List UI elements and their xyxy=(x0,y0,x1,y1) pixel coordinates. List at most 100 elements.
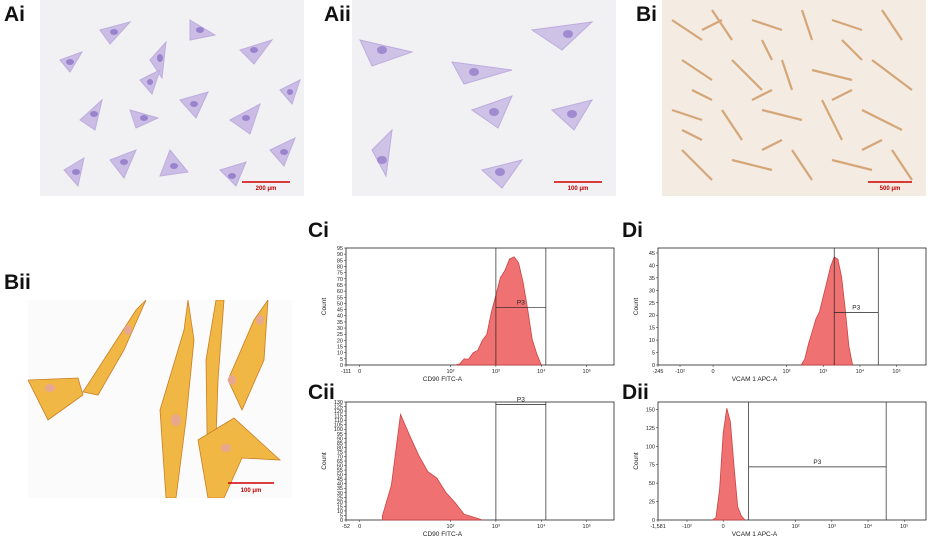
ci-xtick-label: -111 xyxy=(341,369,351,375)
ci-ytick-label: 65 xyxy=(337,283,343,289)
micrograph-bii: 100 μm xyxy=(28,300,292,498)
ci-ytick-label: 95 xyxy=(337,246,343,252)
flow-chart-dii-svg: P3 0 25 50 75 100 125 150 -1,581 -10² 0 10² 10³ 10⁴ 10… xyxy=(633,401,927,538)
ci-ytick-label: 10 xyxy=(337,351,343,357)
cii-ytick-label: 75 xyxy=(337,450,343,456)
micrograph-aii: 100 μm xyxy=(352,0,616,196)
cii-ytick-label: 60 xyxy=(337,464,343,470)
cii-x-axis-label: CD90 FITC-A xyxy=(423,531,463,538)
ci-ytick-label: 60 xyxy=(337,289,343,295)
dii-histogram-area xyxy=(710,408,746,521)
cii-ytick-label: 130 xyxy=(334,400,343,406)
ci-xtick-label: 10⁴ xyxy=(537,368,546,375)
dii-xtick-label: 10³ xyxy=(828,524,836,530)
micrograph-ai-image: 200 μm xyxy=(40,0,304,196)
dii-ytick-label: 25 xyxy=(649,500,655,506)
dii-plot-frame xyxy=(657,401,927,521)
di-ytick-label: 15 xyxy=(649,326,655,332)
cii-ytick-label: 85 xyxy=(337,441,343,447)
cii-ytick-label: 0 xyxy=(340,518,343,524)
ci-gate-label: P3 xyxy=(517,300,525,307)
cii-ytick-label: 25 xyxy=(337,495,343,501)
cii-gate-label: P3 xyxy=(517,396,525,403)
di-x-axis-label: VCAM 1 APC-A xyxy=(732,376,778,383)
di-ytick-label: 35 xyxy=(649,276,655,282)
cii-ytick-label: 115 xyxy=(334,414,343,420)
cii-ytick-label: 5 xyxy=(340,513,343,519)
flow-chart-ci: P3 0 5 10 15 20 25 30 35 40 45 50 55 60 65 70 75 80 85 90 95… xyxy=(316,238,616,388)
dii-gate-label: P3 xyxy=(813,459,821,466)
cii-ytick-label: 125 xyxy=(334,405,343,411)
dii-x-axis-label: VCAM 1 APC-A xyxy=(732,531,778,538)
cii-ytick-label: 95 xyxy=(337,432,343,438)
cii-ytick-label: 55 xyxy=(337,468,343,474)
panel-label-bii: Bii xyxy=(4,271,31,294)
ci-ytick-label: 25 xyxy=(337,332,343,338)
panel-label-cii: Cii xyxy=(308,381,335,404)
cii-ytick-label: 45 xyxy=(337,477,343,483)
ci-ytick-label: 80 xyxy=(337,264,343,270)
ci-y-axis-label: Count xyxy=(321,298,328,316)
ci-ytick-label: 0 xyxy=(340,363,343,369)
ci-ytick-label: 30 xyxy=(337,326,343,332)
ci-ytick-label: 40 xyxy=(337,314,343,320)
di-ytick-label: 20 xyxy=(649,313,655,319)
ci-ytick-label: 55 xyxy=(337,295,343,301)
flow-chart-cii-svg: P305101520253035404550556065707580859095… xyxy=(321,396,615,538)
cii-ytick-label: 50 xyxy=(337,473,343,479)
cii-ytick-label: 80 xyxy=(337,445,343,451)
ci-xtick-label: 10⁵ xyxy=(583,368,591,375)
flow-chart-dii: P3 0 25 50 75 100 125 150 -1,581 -10² 0 10² 10³ 10⁴ 10… xyxy=(628,394,928,543)
di-xtick-label: 10³ xyxy=(819,369,827,375)
dii-xtick-label: -1,581 xyxy=(650,524,666,530)
ci-ytick-label: 70 xyxy=(337,277,343,283)
ci-ytick-label: 75 xyxy=(337,271,343,277)
cii-ytick-label: 65 xyxy=(337,459,343,465)
di-ytick-label: 30 xyxy=(649,288,655,294)
di-plot-frame xyxy=(657,247,927,366)
cii-xtick-label: -52 xyxy=(342,524,350,530)
cii-ytick-label: 90 xyxy=(337,436,343,442)
ci-ytick-label: 50 xyxy=(337,301,343,307)
dii-ytick-label: 100 xyxy=(646,444,655,450)
cii-ytick-label: 40 xyxy=(337,482,343,488)
di-y-axis-label: Count xyxy=(633,298,640,316)
dii-ytick-label: 0 xyxy=(652,518,655,524)
scale-text-ai: 200 μm xyxy=(256,186,277,192)
cii-ytick-label: 70 xyxy=(337,454,343,460)
cii-ytick-label: 110 xyxy=(334,418,343,424)
cii-ytick-label: 120 xyxy=(334,409,343,415)
micrograph-bi-image: 500 μm xyxy=(662,0,926,196)
scale-text-bi: 500 μm xyxy=(880,186,901,192)
dii-xtick-label: 10² xyxy=(792,524,800,530)
di-ytick-label: 25 xyxy=(649,301,655,307)
di-xtick-label: -10² xyxy=(675,369,685,375)
ci-ytick-label: 15 xyxy=(337,345,343,351)
ci-ytick-label: 20 xyxy=(337,338,343,344)
micrograph-bii-image: 100 μm xyxy=(28,300,292,498)
ci-ytick-label: 45 xyxy=(337,308,343,314)
dii-y-axis-label: Count xyxy=(633,452,640,470)
dii-xtick-label: -10² xyxy=(682,524,692,530)
ci-xtick-label: 0 xyxy=(358,369,361,375)
cii-y-axis-label: Count xyxy=(321,452,328,470)
scale-text-aii: 100 μm xyxy=(568,186,589,192)
cii-xtick-label: 10² xyxy=(446,524,454,530)
di-ytick-label: 0 xyxy=(652,363,655,369)
ci-ytick-label: 85 xyxy=(337,258,343,264)
ci-histogram-area xyxy=(454,256,542,366)
di-xtick-label: 10⁴ xyxy=(856,368,865,375)
flow-chart-di: P3 0 5 10 15 20 25 30 35 40 45 -245 -10² 0 10² 10³ 10⁴ 10… xyxy=(628,238,928,388)
ci-x-axis-label: CD90 FITC-A xyxy=(423,376,463,383)
micrograph-aii-image: 100 μm xyxy=(352,0,616,196)
cii-histogram-area xyxy=(381,412,483,521)
cii-ytick-label: 20 xyxy=(337,500,343,506)
ci-ytick-label: 5 xyxy=(340,357,343,363)
cii-xtick-label: 10³ xyxy=(492,524,500,530)
ci-ytick-label: 90 xyxy=(337,252,343,258)
di-ytick-label: 5 xyxy=(652,351,655,357)
cii-ytick-label: 15 xyxy=(337,504,343,510)
di-xtick-label: 10⁵ xyxy=(892,368,900,375)
cii-xtick-label: 10⁵ xyxy=(583,523,591,530)
di-ytick-label: 40 xyxy=(649,263,655,269)
